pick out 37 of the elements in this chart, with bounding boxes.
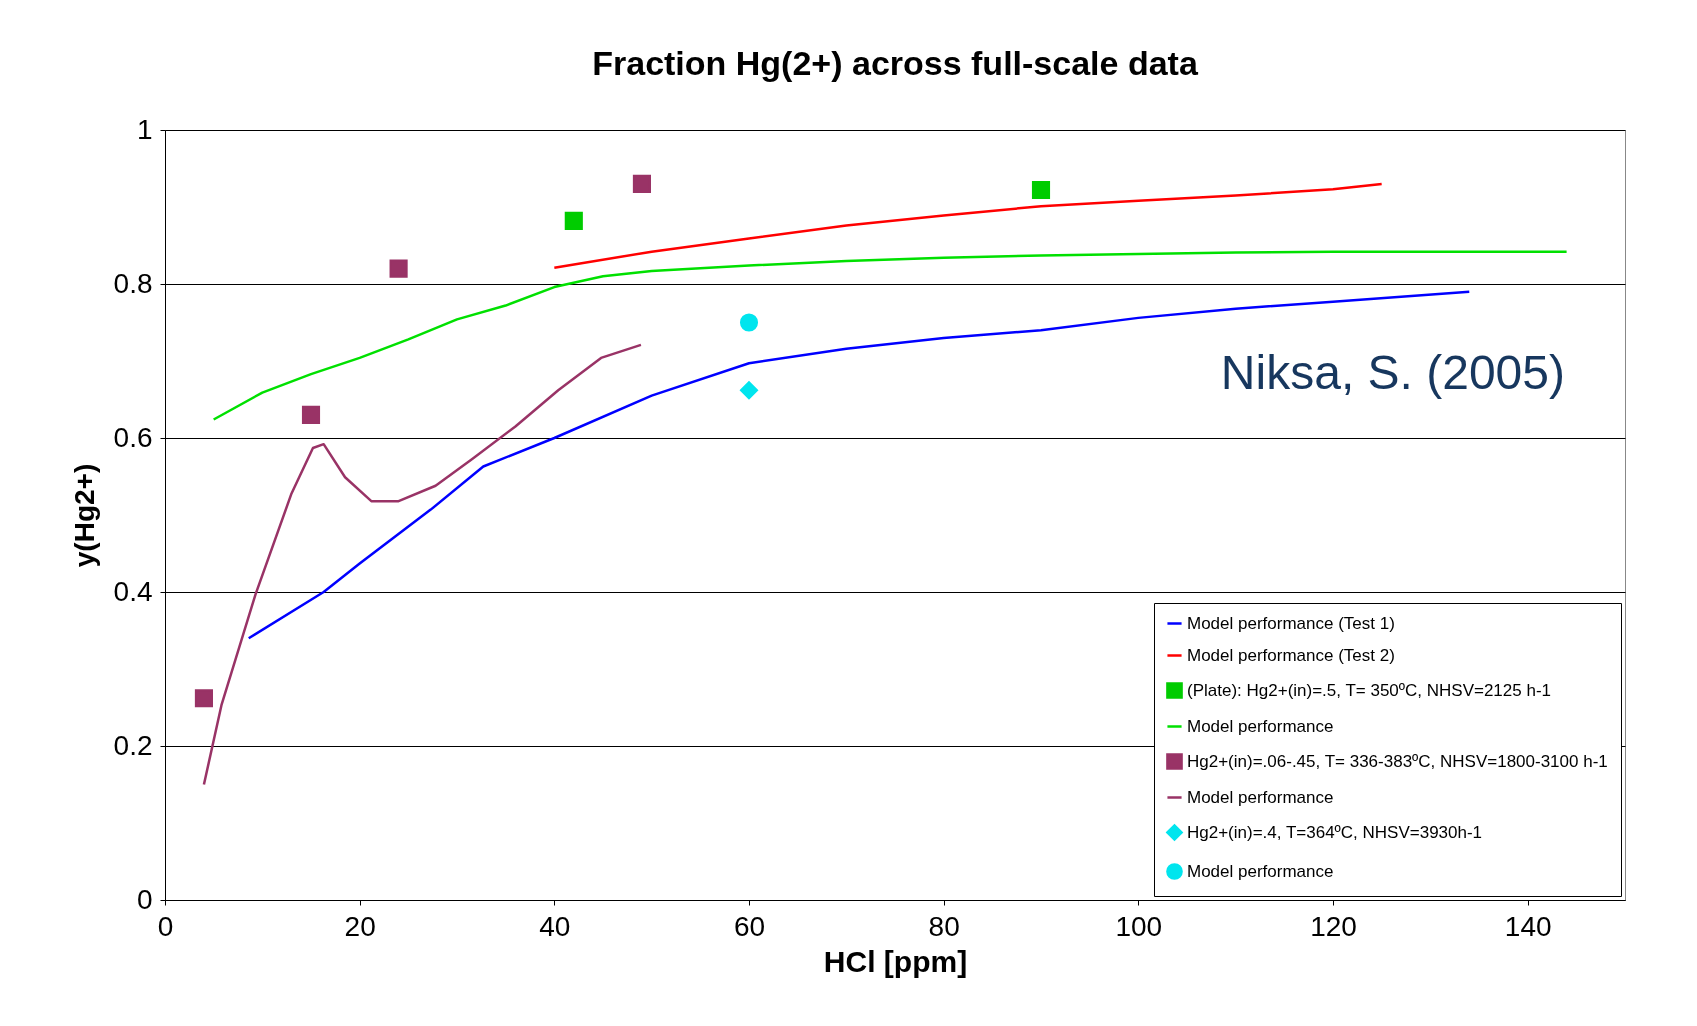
point — [632, 174, 651, 193]
x-tick-label: 40 — [539, 910, 571, 942]
line-series — [553, 182, 1383, 270]
chart-title: Fraction Hg(2+) across full-scale data — [592, 44, 1199, 82]
x-tick-label: 80 — [928, 910, 960, 942]
line-series — [202, 343, 643, 786]
y-tick-label: 1 — [136, 113, 153, 145]
point — [564, 211, 583, 230]
point — [301, 405, 321, 424]
x-tick-label: 100 — [1115, 910, 1163, 942]
y-tick-label: 0.4 — [113, 575, 153, 607]
legend-label: Model performance (Test 2) — [1187, 645, 1395, 665]
y-tick-label: 0 — [136, 883, 153, 915]
legend-label: Hg2+(in)=.06-.45, T= 336-383ºC, NHSV=1800-3100 h-1 — [1187, 751, 1608, 771]
legend-label: (Plate): Hg2+(in)=.5, T= 350ºC, NHSV=2125 h-1 — [1187, 680, 1552, 700]
x-tick-label: 140 — [1504, 910, 1552, 942]
point — [194, 689, 213, 708]
x-tick-label: 20 — [344, 910, 376, 942]
legend-label: Model performance (Test 1) — [1187, 613, 1395, 633]
point — [739, 381, 759, 400]
y-tick-label: 0.6 — [113, 421, 153, 453]
legend-label: Hg2+(in)=.4, T=364ºC, NHSV=3930h-1 — [1187, 822, 1483, 842]
y-axis-title: y(Hg2+) — [68, 463, 100, 568]
x-axis-title: HCl [ppm] — [823, 944, 968, 978]
x-tick-label: 120 — [1310, 910, 1357, 942]
y-tick-label: 0.8 — [113, 267, 153, 299]
line-series — [212, 250, 1568, 421]
legend-label: Model performance — [1187, 861, 1334, 881]
legend-label: Model performance — [1187, 787, 1334, 807]
x-tick-label: 0 — [157, 910, 174, 942]
y-tick-label: 0.2 — [113, 729, 153, 761]
legend-label: Model performance — [1187, 716, 1334, 736]
point — [739, 313, 759, 332]
x-tick-label: 60 — [733, 910, 766, 942]
annotation: Niksa, S. (2005) — [1220, 346, 1565, 399]
point — [389, 259, 408, 278]
point — [1031, 181, 1051, 200]
